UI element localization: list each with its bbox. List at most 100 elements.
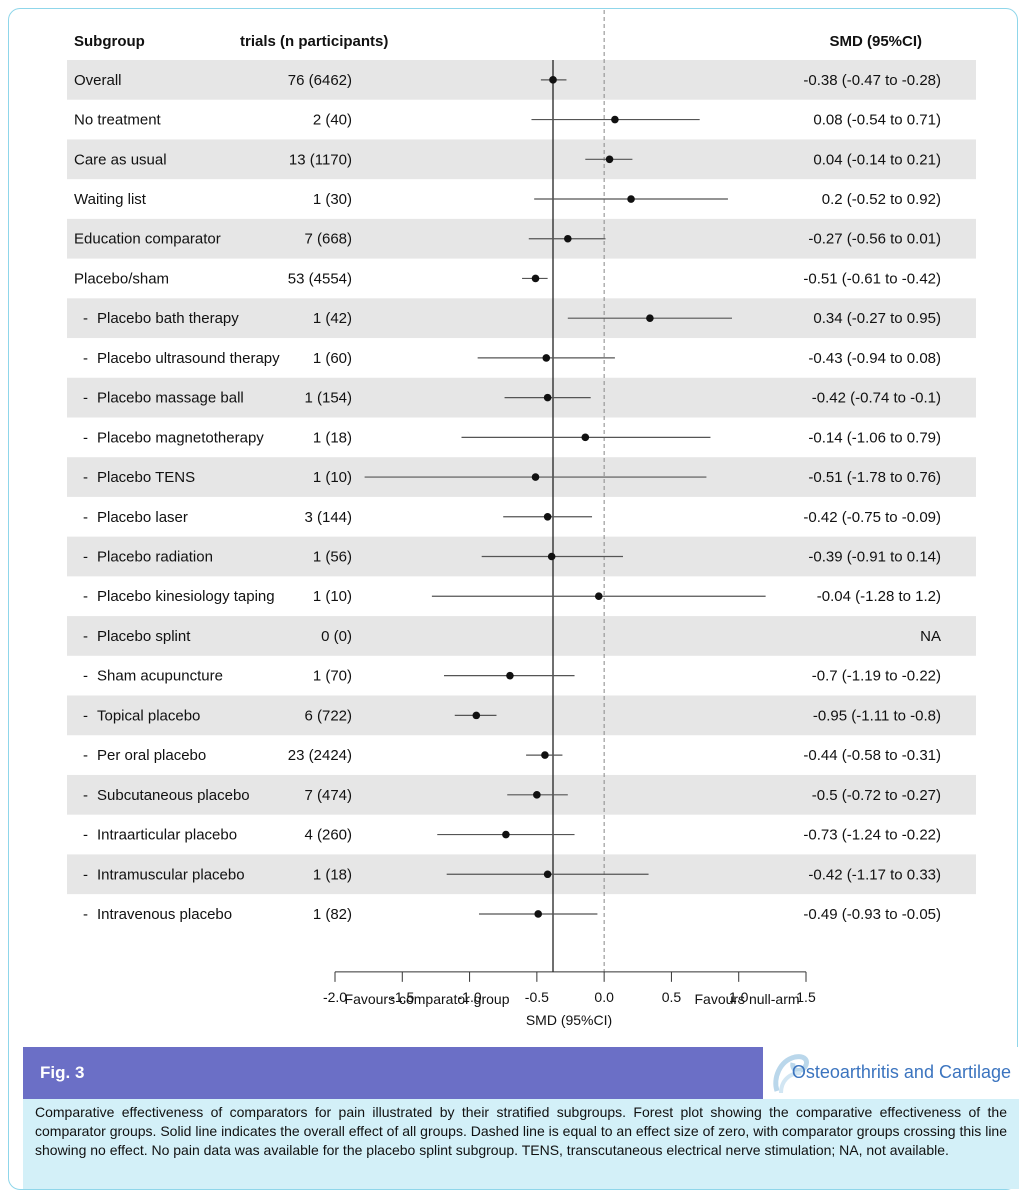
header-smd: SMD (95%CI) bbox=[829, 33, 922, 50]
reference-lines bbox=[552, 10, 605, 972]
row-trials: 1 (18) bbox=[313, 866, 352, 883]
row-indent-dash: - bbox=[83, 469, 88, 486]
row-label: Sham acupuncture bbox=[97, 668, 223, 685]
row-smd-ci: -0.42 (-0.75 to -0.09) bbox=[803, 509, 941, 526]
row-trials: 1 (30) bbox=[313, 191, 352, 208]
x-tick-label: -0.5 bbox=[525, 989, 549, 1005]
point-estimate bbox=[581, 433, 590, 442]
row-trials: 23 (2424) bbox=[288, 747, 352, 764]
row-stripe bbox=[67, 139, 976, 180]
row-indent-dash: - bbox=[83, 509, 88, 526]
row-label: Topical placebo bbox=[97, 707, 200, 724]
row-smd-ci: 0.04 (-0.14 to 0.21) bbox=[813, 151, 941, 168]
row-label: Intravenous placebo bbox=[97, 906, 232, 923]
header-subgroup: Subgroup bbox=[74, 33, 145, 50]
point-estimate bbox=[472, 711, 481, 720]
row-indent-dash: - bbox=[83, 350, 88, 367]
row-smd-ci: -0.7 (-1.19 to -0.22) bbox=[812, 668, 941, 685]
row-trials: 1 (154) bbox=[304, 390, 352, 407]
row-trials: 2 (40) bbox=[313, 112, 352, 129]
row-trials: 1 (10) bbox=[313, 588, 352, 605]
point-estimate bbox=[533, 791, 541, 799]
figure-frame bbox=[8, 8, 1018, 1190]
row-indent-dash: - bbox=[83, 906, 88, 923]
row-smd-ci: -0.27 (-0.56 to 0.01) bbox=[808, 231, 941, 248]
estimate-marks bbox=[364, 76, 766, 918]
row-smd-ci: -0.49 (-0.93 to -0.05) bbox=[803, 906, 941, 923]
row-label: Placebo radiation bbox=[97, 549, 213, 566]
row-label: Placebo kinesiology taping bbox=[97, 588, 275, 605]
header-trials: trials (n participants) bbox=[240, 33, 388, 50]
point-estimate bbox=[531, 473, 540, 481]
row-smd-ci: -0.04 (-1.28 to 1.2) bbox=[817, 588, 941, 605]
x-tick-label: 1.5 bbox=[796, 989, 816, 1005]
row-label: Overall bbox=[74, 72, 122, 89]
row-label: No treatment bbox=[74, 112, 162, 129]
figure-label: Fig. 3 bbox=[40, 1063, 85, 1082]
row-label: Placebo splint bbox=[97, 628, 191, 645]
row-smd-ci: -0.44 (-0.58 to -0.31) bbox=[803, 747, 941, 764]
point-estimate bbox=[543, 870, 552, 879]
point-estimate bbox=[611, 115, 619, 124]
row-label: Intraarticular placebo bbox=[97, 827, 237, 844]
row-trials: 4 (260) bbox=[304, 827, 352, 844]
row-stripes bbox=[67, 60, 976, 895]
journal-logo: Osteoarthritis and Cartilage bbox=[763, 1047, 1019, 1099]
point-estimate bbox=[543, 512, 552, 521]
row-indent-dash: - bbox=[83, 827, 88, 844]
row-indent-dash: - bbox=[83, 310, 88, 327]
x-tick-label: -1.0 bbox=[458, 989, 482, 1005]
point-estimate bbox=[547, 552, 556, 561]
x-axis: -2.0 -1.5 -1.0 -0.5 0.0 0.5 1.0 1.5 bbox=[323, 971, 816, 1005]
row-smd-ci: -0.5 (-0.72 to -0.27) bbox=[812, 787, 941, 804]
row-label: Placebo massage ball bbox=[97, 390, 244, 407]
row-indent-dash: - bbox=[83, 668, 88, 685]
row-indent-dash: - bbox=[83, 429, 88, 446]
row-trials: 13 (1170) bbox=[289, 151, 352, 168]
row-trials: 76 (6462) bbox=[288, 72, 352, 89]
row-smd-ci: -0.43 (-0.94 to 0.08) bbox=[808, 350, 941, 367]
row-stripe bbox=[67, 616, 976, 656]
row-smd-ci: -0.51 (-1.78 to 0.76) bbox=[808, 469, 941, 486]
row-trials: 7 (668) bbox=[304, 231, 352, 248]
point-estimate bbox=[541, 751, 549, 759]
row-smd-ci: -0.38 (-0.47 to -0.28) bbox=[803, 72, 941, 89]
row-smd-ci: -0.73 (-1.24 to -0.22) bbox=[803, 827, 941, 844]
row-stripe bbox=[67, 60, 976, 100]
point-estimate bbox=[605, 155, 614, 164]
row-indent-dash: - bbox=[83, 628, 88, 645]
row-indent-dash: - bbox=[83, 747, 88, 764]
favours-right-label: Favours null-arm bbox=[694, 991, 799, 1007]
point-estimate bbox=[564, 234, 572, 243]
row-indent-dash: - bbox=[83, 549, 88, 566]
point-estimate bbox=[549, 76, 557, 84]
row-label: Placebo laser bbox=[97, 509, 188, 526]
row-trials: 1 (18) bbox=[313, 429, 352, 446]
row-smd-ci: -0.42 (-0.74 to -0.1) bbox=[812, 390, 941, 407]
row-label: Placebo/sham bbox=[74, 270, 169, 287]
row-trials: 1 (60) bbox=[313, 350, 352, 367]
row-indent-dash: - bbox=[83, 390, 88, 407]
row-trials: 1 (56) bbox=[313, 549, 352, 566]
row-smd-ci: NA bbox=[920, 628, 941, 645]
row-smd-ci: -0.95 (-1.11 to -0.8) bbox=[813, 707, 941, 724]
x-tick-label: -1.5 bbox=[390, 989, 414, 1005]
row-text: Overall 76 (6462) -0.38 (-0.47 to -0.28) No… bbox=[74, 72, 941, 923]
x-axis-title: SMD (95%CI) bbox=[526, 1012, 612, 1028]
row-trials: 1 (70) bbox=[313, 668, 352, 685]
x-tick-label: 1.0 bbox=[729, 989, 749, 1005]
row-indent-dash: - bbox=[83, 707, 88, 724]
point-estimate bbox=[627, 195, 635, 203]
point-estimate bbox=[543, 393, 552, 402]
row-trials: 6 (722) bbox=[304, 707, 352, 724]
row-trials: 1 (10) bbox=[313, 469, 352, 486]
row-label: Placebo magnetotherapy bbox=[97, 429, 264, 446]
point-estimate bbox=[646, 314, 654, 322]
point-estimate bbox=[594, 592, 603, 601]
row-stripe bbox=[67, 298, 976, 339]
point-estimate bbox=[542, 354, 551, 362]
row-smd-ci: -0.42 (-1.17 to 0.33) bbox=[808, 866, 941, 883]
row-label: Intramuscular placebo bbox=[97, 866, 245, 883]
point-estimate bbox=[502, 830, 510, 839]
forest-plot: Subgroup trials (n participants) SMD (95… bbox=[67, 10, 976, 1028]
